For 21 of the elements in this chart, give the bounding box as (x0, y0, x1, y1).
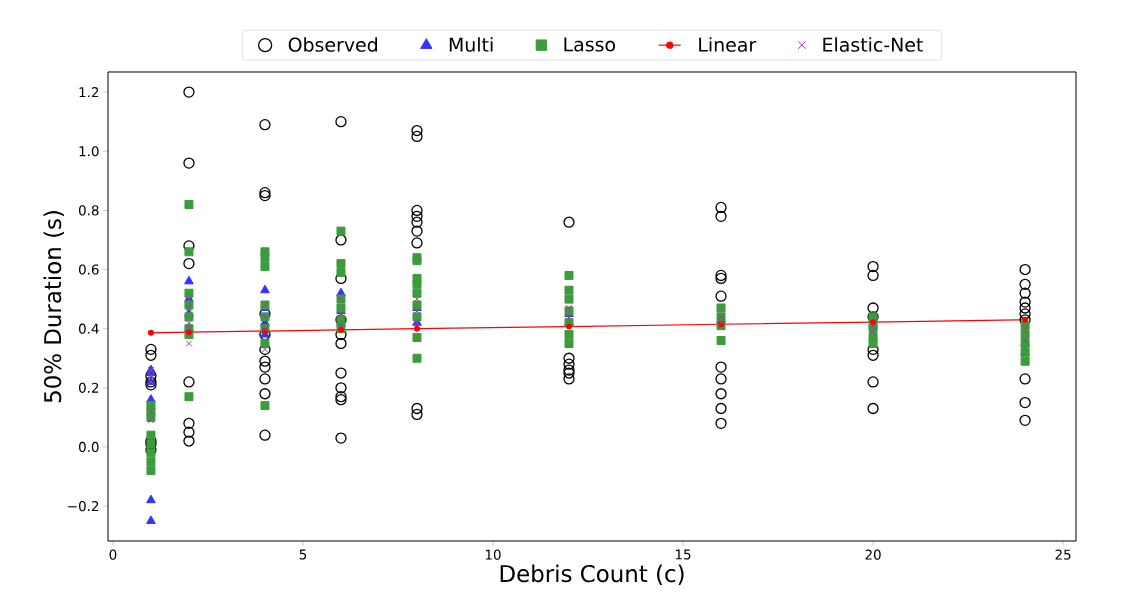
x-tick-label: 15 (675, 549, 691, 560)
y-axis-title: 50% Duration (s) (43, 211, 64, 403)
y-tick-label: 0.8 (78, 205, 99, 216)
legend-label: Multi (449, 37, 493, 52)
y-tick-label: 0.2 (78, 382, 99, 393)
x-tick-label: 25 (1055, 549, 1071, 560)
x-tick-label: 20 (865, 549, 881, 560)
legend-label: Observed (288, 37, 377, 52)
y-tick-label: 0.0 (78, 441, 99, 453)
y-tick-label: 1.0 (79, 146, 99, 157)
x-tick-label: 10 (485, 549, 501, 560)
y-tick-label: −0.2 (68, 501, 99, 512)
y-tick-label: 0.6 (78, 264, 99, 275)
legend-label: Linear (699, 37, 757, 52)
x-axis-title: Debris Count (c) (500, 564, 684, 585)
x-tick-label: 5 (299, 549, 307, 560)
y-tick-label: 1.2 (79, 87, 99, 98)
y-tick-label: 0.4 (78, 323, 99, 334)
legend-label: Elastic-Net (823, 37, 923, 52)
legend-label: Lasso (564, 37, 616, 52)
x-tick-label: 0 (109, 549, 117, 560)
